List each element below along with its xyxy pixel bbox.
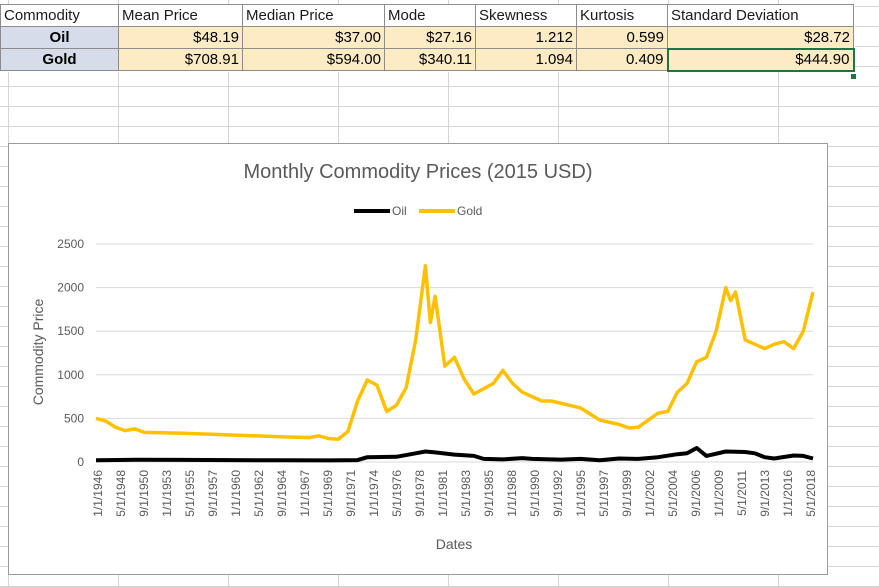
- kurtosis-cell[interactable]: 0.409: [576, 48, 668, 71]
- median-price-cell[interactable]: $594.00: [242, 48, 385, 71]
- table-row: Oil $48.19 $37.00 $27.16 1.212 0.599 $28…: [0, 26, 854, 49]
- legend-label-gold: Gold: [457, 204, 482, 218]
- x-tick-label: 5/1/2018: [804, 470, 818, 517]
- x-tick-label: 5/1/2004: [666, 470, 680, 517]
- x-tick-label: 5/1/1962: [252, 470, 266, 517]
- x-tick-label: 1/1/1995: [574, 470, 588, 517]
- series-line-gold: [95, 264, 815, 442]
- x-tick-label: 5/1/1976: [390, 470, 404, 517]
- y-tick-label: 1000: [57, 368, 84, 382]
- x-tick-label: 1/1/1967: [298, 470, 312, 517]
- x-tick-label: 5/1/1955: [183, 470, 197, 517]
- x-tick-label: 5/1/2011: [735, 470, 749, 516]
- x-tick-label: 1/1/2009: [712, 470, 726, 517]
- line-chart: Monthly Commodity Prices (2015 USD) Oil …: [30, 161, 818, 552]
- chart-object[interactable]: Monthly Commodity Prices (2015 USD) Oil …: [8, 143, 828, 575]
- y-axis-label: Commodity Price: [30, 299, 46, 406]
- mode-cell[interactable]: $27.16: [384, 26, 476, 49]
- statistics-table: Commodity Mean Price Median Price Mode S…: [0, 4, 855, 72]
- x-tick-label: 5/1/1997: [597, 470, 611, 517]
- y-tick-label: 2000: [57, 281, 84, 295]
- table-header-cell[interactable]: Mode: [384, 4, 476, 27]
- x-axis-label: Dates: [436, 536, 473, 552]
- skewness-cell[interactable]: 1.212: [475, 26, 577, 49]
- median-price-cell[interactable]: $37.00: [242, 26, 385, 49]
- table-header-cell[interactable]: Mean Price: [118, 4, 243, 27]
- x-tick-label: 1/1/1960: [229, 470, 243, 517]
- x-tick-label: 1/1/1981: [436, 470, 450, 517]
- table-header-cell[interactable]: Commodity: [0, 4, 119, 27]
- chart-legend: Oil Gold: [354, 204, 482, 218]
- x-tick-label: 5/1/1983: [459, 470, 473, 517]
- x-tick-label: 1/1/1988: [505, 470, 519, 517]
- x-tick-label: 9/1/2013: [758, 470, 772, 517]
- x-tick-label: 1/1/1953: [160, 470, 174, 517]
- y-tick-label: 500: [64, 411, 84, 425]
- x-tick-label: 1/1/2016: [781, 470, 795, 517]
- mean-price-cell[interactable]: $708.91: [118, 48, 243, 71]
- table-row: Gold $708.91 $594.00 $340.11 1.094 0.409…: [0, 47, 855, 72]
- x-tick-label: 9/1/1992: [551, 470, 565, 517]
- table-header-cell[interactable]: Kurtosis: [576, 4, 668, 27]
- x-tick-label: 5/1/1948: [114, 470, 128, 517]
- x-tick-label: 9/1/1971: [344, 470, 358, 517]
- y-tick-label: 2500: [57, 237, 84, 251]
- series-line-oil: [95, 446, 814, 463]
- y-tick-label: 1500: [57, 324, 84, 338]
- mode-cell[interactable]: $340.11: [384, 48, 476, 71]
- y-tick-label: 0: [77, 455, 84, 469]
- x-tick-label: 9/1/1985: [482, 470, 496, 517]
- x-tick-label: 1/1/1974: [367, 470, 381, 517]
- x-tick-label: 5/1/1990: [528, 470, 542, 517]
- table-header-cell[interactable]: Median Price: [242, 4, 385, 27]
- std-deviation-cell[interactable]: $28.72: [667, 26, 854, 49]
- table-header-cell[interactable]: Standard Deviation: [667, 4, 854, 27]
- x-tick-label: 1/1/1946: [91, 470, 105, 517]
- fill-handle[interactable]: [850, 73, 857, 80]
- chart-title: Monthly Commodity Prices (2015 USD): [244, 161, 593, 183]
- legend-label-oil: Oil: [392, 204, 407, 218]
- x-tick-label: 9/1/1964: [275, 470, 289, 517]
- row-label-cell[interactable]: Gold: [0, 48, 119, 71]
- table-header-cell[interactable]: Skewness: [475, 4, 577, 27]
- mean-price-cell[interactable]: $48.19: [118, 26, 243, 49]
- row-label-cell[interactable]: Oil: [0, 26, 119, 49]
- kurtosis-cell[interactable]: 0.599: [576, 26, 668, 49]
- std-deviation-cell-selected[interactable]: $444.90: [666, 47, 855, 72]
- table-header-row: Commodity Mean Price Median Price Mode S…: [0, 4, 854, 27]
- x-tick-label: 1/1/2002: [643, 470, 657, 517]
- x-tick-label: 9/1/1950: [137, 470, 151, 517]
- x-tick-label: 9/1/1957: [206, 470, 220, 517]
- x-tick-label: 9/1/1978: [413, 470, 427, 517]
- skewness-cell[interactable]: 1.094: [475, 48, 577, 71]
- x-tick-label: 9/1/2006: [689, 470, 703, 517]
- x-tick-label: 9/1/1999: [620, 470, 634, 517]
- x-tick-label: 5/1/1969: [321, 470, 335, 517]
